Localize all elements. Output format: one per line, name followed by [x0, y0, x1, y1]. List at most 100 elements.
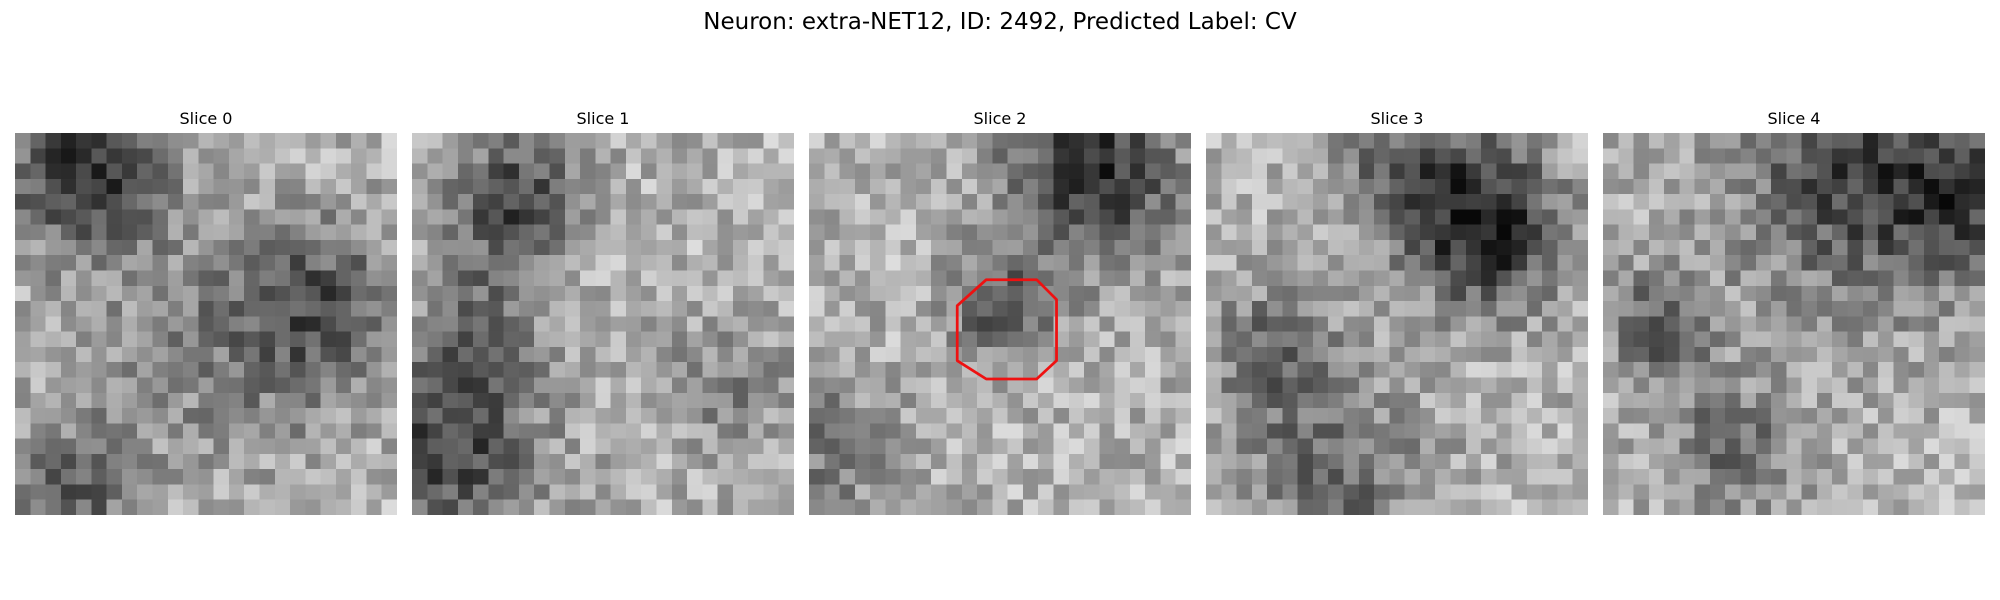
slice-pixel	[1648, 331, 1665, 348]
slice-pixel	[625, 224, 642, 241]
slice-pixel	[228, 178, 245, 195]
slice-pixel	[1572, 270, 1588, 287]
slice-pixel	[641, 224, 657, 241]
slice-pixel	[488, 239, 504, 256]
slice-pixel	[91, 224, 107, 241]
slice-pixel	[915, 438, 932, 455]
slice-pixel	[656, 346, 673, 363]
slice-pixel	[1297, 178, 1314, 195]
slice-pixel	[1862, 285, 1879, 302]
slice-pixel	[717, 469, 734, 485]
slice-pixel	[1496, 392, 1512, 409]
slice-pixel	[518, 331, 535, 348]
slice-pixel	[1145, 224, 1161, 241]
slice-pixel	[1465, 163, 1482, 180]
slice-pixel	[732, 133, 749, 149]
slice-pixel	[473, 469, 489, 485]
slice-pixel	[549, 163, 566, 180]
slice-pixel	[748, 469, 764, 485]
slice-pixel	[320, 392, 337, 409]
slice-pixel	[1374, 362, 1390, 378]
slice-pixel	[610, 255, 627, 271]
slice-pixel	[748, 453, 764, 470]
slice-pixel	[1694, 346, 1711, 363]
slice-pixel	[1343, 163, 1360, 180]
slice-pixel	[641, 362, 657, 378]
slice-pixel	[1450, 484, 1467, 501]
slice-pixel	[1511, 392, 1528, 409]
slice-pixel	[961, 133, 978, 149]
slice-pixel	[30, 499, 46, 515]
slice-pixel	[961, 255, 978, 271]
slice-pixel	[335, 163, 352, 180]
slice-pixel	[60, 239, 77, 256]
slice-pixel	[1206, 484, 1222, 501]
slice-pixel	[1801, 362, 1818, 378]
slice-pixel	[442, 392, 459, 409]
slice-pixel	[106, 362, 123, 378]
slice-pixel	[30, 301, 46, 317]
slice-pixel	[1816, 316, 1833, 332]
slice-pixel	[656, 438, 673, 455]
slice-pixel	[1603, 194, 1619, 210]
slice-pixel	[1450, 392, 1467, 409]
slice-pixel	[687, 469, 703, 485]
slice-pixel	[1542, 392, 1558, 409]
slice-pixel	[625, 133, 642, 149]
slice-pixel	[854, 255, 871, 271]
slice-pixel	[259, 377, 276, 394]
slice-pixel	[106, 224, 123, 241]
slice-pixel	[1862, 239, 1879, 256]
slice-pixel	[1099, 270, 1115, 287]
slice-pixel	[1786, 469, 1802, 485]
slice-pixel	[228, 148, 245, 164]
slice-pixel	[1816, 285, 1833, 302]
slice-pixel	[595, 239, 611, 256]
slice-pixel	[1236, 194, 1253, 210]
slice-pixel	[748, 239, 764, 256]
slice-pixel	[702, 331, 718, 348]
slice-pixel	[244, 453, 260, 470]
slice-pixel	[1526, 239, 1543, 256]
slice-pixel	[839, 239, 856, 256]
slice-pixel	[625, 178, 642, 195]
slice-pixel	[564, 194, 581, 210]
slice-pixel	[427, 239, 443, 256]
slice-pixel	[1160, 362, 1177, 378]
slice-pixel	[1801, 499, 1818, 515]
slice-pixel	[442, 362, 459, 378]
slice-pixel	[381, 270, 397, 287]
slice-pixel	[1435, 438, 1451, 455]
slice-pixel	[1022, 438, 1039, 455]
slice-pixel	[671, 285, 688, 302]
slice-pixel	[1893, 438, 1909, 455]
slice-pixel	[1679, 331, 1695, 348]
slice-pixel	[1404, 346, 1421, 363]
slice-pixel	[1374, 255, 1390, 271]
slice-pixel	[1145, 301, 1161, 317]
slice-image	[809, 133, 1191, 515]
slice-pixel	[1007, 163, 1024, 180]
slice-pixel	[656, 499, 673, 515]
slice-pixel	[702, 224, 718, 241]
slice-pixel	[274, 316, 291, 332]
slice-pixel	[1878, 209, 1894, 225]
slice-pixel	[1038, 346, 1054, 363]
slice-pixel	[748, 133, 764, 149]
slice-pixel	[595, 392, 611, 409]
slice-pixel	[167, 178, 184, 195]
slice-pixel	[839, 408, 856, 424]
slice-pixel	[1312, 331, 1329, 348]
slice-pixel	[839, 224, 856, 241]
slice-pixel	[1771, 148, 1787, 164]
slice-pixel	[1481, 392, 1497, 409]
slice-pixel	[1603, 438, 1619, 455]
slice-pixel	[152, 453, 169, 470]
slice-pixel	[351, 392, 367, 409]
slice-pixel	[412, 163, 428, 180]
slice-pixel	[1878, 484, 1894, 501]
slice-pixel	[1343, 346, 1360, 363]
slice-pixel	[488, 469, 504, 485]
slice-pixel	[1908, 163, 1925, 180]
slice-pixel	[183, 484, 199, 501]
